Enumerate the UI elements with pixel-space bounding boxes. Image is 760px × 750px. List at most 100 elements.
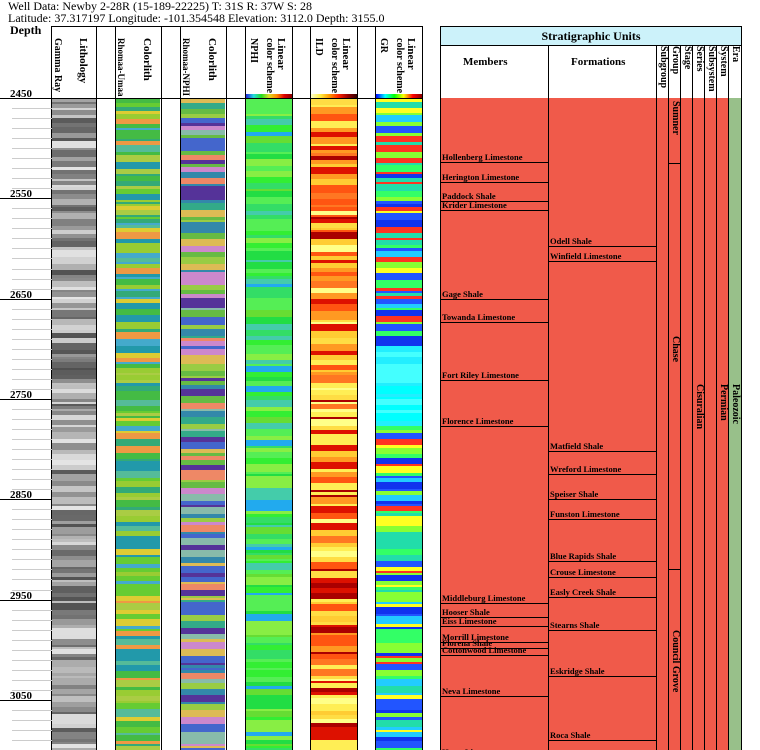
gr-band [376, 664, 422, 670]
nphi-band [246, 609, 292, 611]
gr-band [376, 268, 422, 273]
ild-band [311, 588, 357, 593]
ild-band [311, 676, 357, 679]
ild-band [311, 217, 357, 219]
nphi-band [246, 352, 292, 354]
colorlith-band [181, 336, 225, 338]
frame-line [51, 26, 52, 750]
gamma-ray-band [52, 287, 96, 290]
gr-band [376, 489, 422, 491]
strat-unit-label: Stearns Shale [550, 619, 600, 630]
colorlith-band [181, 501, 225, 505]
colorlith-band [181, 573, 225, 577]
ild-band [311, 306, 357, 311]
nphi-band [246, 189, 292, 191]
nphi-band [246, 248, 292, 251]
gr-band [376, 732, 422, 737]
ild-band [311, 402, 357, 404]
gr-band [376, 126, 422, 133]
ild-band [311, 105, 357, 107]
ild-band [311, 745, 357, 747]
nphi-band [246, 452, 292, 458]
depth-minor-tick [12, 709, 52, 711]
colorlith-band [181, 298, 225, 302]
gamma-ray-band [52, 439, 96, 443]
nphi-band [246, 364, 292, 366]
nphi-band [246, 132, 292, 136]
colorlith-band [181, 456, 225, 460]
colorlith-band [181, 566, 225, 573]
nphi-band [246, 116, 292, 119]
ild-band [311, 633, 357, 635]
depth-minor-tick [12, 429, 52, 430]
colorlith-band [181, 702, 225, 704]
gr-band [376, 495, 422, 497]
gr-band [376, 410, 422, 413]
depth-minor-tick [12, 479, 52, 481]
depth-minor-tick [12, 178, 52, 180]
ild-band [311, 453, 357, 457]
nphi-band [246, 143, 292, 145]
gr-band [376, 727, 422, 730]
gr-band [376, 532, 422, 537]
gamma-ray-band [52, 454, 96, 460]
ild-band [311, 698, 357, 704]
gr-band [376, 656, 422, 658]
colorlith-band [181, 615, 225, 621]
colorlith-band [116, 364, 160, 368]
strat-column-divider [668, 46, 669, 750]
gamma-ray-band [52, 359, 96, 362]
gamma-ray-band [52, 748, 96, 750]
gr-band [376, 445, 422, 448]
gamma-ray-track [52, 98, 96, 750]
colorlith-band [116, 98, 160, 103]
unit-boundary [549, 474, 657, 476]
ild-band [311, 272, 357, 276]
nphi-band [246, 659, 292, 662]
ild-band [311, 681, 357, 683]
gamma-ray-band [52, 506, 96, 510]
colorlith-band [116, 114, 160, 119]
colorlith-band [181, 338, 225, 341]
colorlith-band [116, 636, 160, 639]
ild-band [311, 599, 357, 602]
nphi-band [246, 276, 292, 279]
well-info-line2: Latitude: 37.317197 Longitude: -101.3545… [8, 11, 385, 25]
colorlith-band [181, 145, 225, 151]
colorlith-band [181, 472, 225, 478]
strat-body: Hollenberg Limestone Herington Limestone P… [440, 98, 742, 750]
depth-tick-label: 2850 [10, 489, 32, 502]
colorlith-band [181, 411, 225, 417]
gr-band [376, 336, 422, 342]
gr-band [376, 511, 422, 513]
gamma-ray-band [52, 597, 96, 601]
colorlith-band [181, 200, 225, 203]
colorlith-band [116, 303, 160, 305]
gamma-ray-band [52, 728, 96, 732]
colorlith-band [116, 536, 160, 542]
colorlith-band [181, 308, 225, 310]
strat-unit-label: Matfield Shale [550, 441, 604, 452]
gr-band [376, 397, 422, 399]
nphi-band [246, 476, 292, 483]
colorlith-band [181, 563, 225, 566]
colorlith-band [116, 305, 160, 309]
nphi-band [246, 711, 292, 717]
colorlith-band [116, 531, 160, 536]
gr-band [376, 730, 422, 732]
colorlith-band [116, 603, 160, 610]
colorlith-band [116, 289, 160, 291]
nphi-band [246, 550, 292, 553]
depth-minor-tick [12, 449, 52, 451]
strat-rank-label: Cisuralian [694, 384, 705, 430]
depth-gridline [0, 298, 52, 300]
unit-boundary [441, 298, 549, 300]
nphi-band [246, 570, 292, 574]
nphi-band [246, 111, 292, 114]
gamma-ray-band [52, 185, 96, 187]
colorlith-band [116, 418, 160, 421]
gr-band [376, 653, 422, 656]
ild-band [311, 245, 357, 252]
unit-boundary [549, 519, 657, 521]
gamma-ray-band [52, 247, 96, 250]
